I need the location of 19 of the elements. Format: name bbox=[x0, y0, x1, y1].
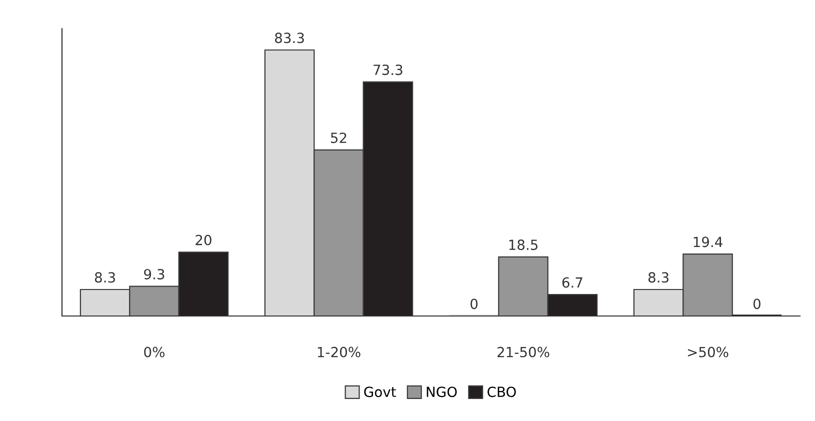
data-label: 18.5 bbox=[509, 240, 538, 250]
data-label: 52 bbox=[330, 132, 346, 144]
data-label: 9.3 bbox=[144, 268, 164, 280]
data-label: 19.4 bbox=[694, 236, 722, 248]
data-label: 8.3 bbox=[648, 272, 668, 283]
data-label: 83.3 bbox=[275, 32, 304, 44]
data-label: 6.7 bbox=[562, 277, 582, 288]
legend-label: NGO bbox=[426, 386, 457, 398]
x-tick-label: 0% bbox=[144, 346, 164, 358]
data-label: 73.3 bbox=[374, 64, 402, 76]
data-label: 20 bbox=[196, 234, 212, 246]
data-label: 0 bbox=[470, 298, 478, 310]
x-tick-label: >50% bbox=[688, 346, 728, 358]
legend-label: CBO bbox=[488, 386, 516, 398]
x-tick-label: 1-20% bbox=[318, 346, 360, 358]
x-tick-label: 21-50% bbox=[497, 346, 550, 358]
legend-label: Govt bbox=[364, 386, 396, 398]
data-label: 8.3 bbox=[94, 272, 115, 283]
data-label: 0 bbox=[753, 298, 760, 310]
